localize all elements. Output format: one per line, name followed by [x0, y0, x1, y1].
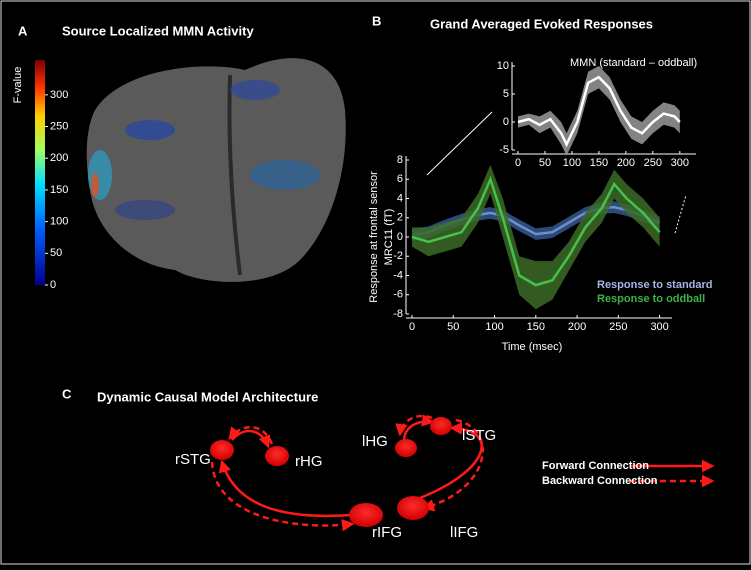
node-label: rSTG [175, 451, 211, 468]
activation [115, 200, 175, 220]
legend-label: Forward Connection [542, 460, 649, 472]
brain [86, 58, 346, 282]
node [265, 446, 289, 466]
y-tick-label: 4 [397, 192, 403, 204]
y-tick-label: 5 [503, 88, 509, 100]
x-axis-label: Time (msec) [502, 341, 563, 353]
x-tick-label: 150 [527, 321, 545, 333]
legend-label: Response to standard [597, 279, 713, 291]
colorbar-tick-label: 50 [50, 247, 62, 259]
line [517, 75, 681, 148]
activation [88, 150, 112, 200]
connector [426, 111, 493, 176]
panel-letter: C [62, 386, 72, 401]
y-tick-label: 6 [397, 173, 403, 185]
x-tick-label: 50 [539, 157, 551, 169]
x-tick-label: 200 [568, 321, 586, 333]
forward-arrow [231, 429, 271, 449]
colorbar-tick-label: 200 [50, 152, 68, 164]
forward-arrow [218, 459, 353, 518]
node-label: lSTG [462, 427, 496, 444]
y-tick-label: -4 [393, 269, 403, 281]
x-tick-label: 300 [671, 157, 689, 169]
brain-surface [86, 58, 346, 282]
x-tick-label: 250 [609, 321, 627, 333]
colorbar-tick-label: 0 [50, 279, 56, 291]
node [349, 503, 383, 527]
legend-label: Response to oddball [597, 293, 705, 305]
node-label: lHG [362, 433, 388, 450]
y-tick-label: 8 [397, 154, 403, 166]
forward-arrow [419, 422, 483, 500]
colorbar [35, 60, 45, 285]
y-tick-label: -6 [393, 289, 403, 301]
connections [210, 414, 715, 532]
node [395, 439, 417, 457]
node-label: rIFG [372, 524, 402, 541]
backward-arrow [421, 418, 484, 512]
colorbar-tick-label: 100 [50, 216, 68, 228]
y-axis-label: MRC11 (fT) [383, 209, 395, 266]
y-axis-label: Response at frontal sensor [368, 171, 380, 303]
x-tick-label: 100 [485, 321, 503, 333]
y-tick-label: 10 [497, 60, 509, 72]
nodes [210, 417, 452, 527]
legend-label: Backward Connection [542, 475, 658, 487]
colorbar-tick-label: 300 [50, 89, 68, 101]
panel-title: Grand Averaged Evoked Responses [430, 16, 653, 31]
x-tick-label: 150 [590, 157, 608, 169]
colorbar-tick-label: 250 [50, 120, 68, 132]
panel-title: Dynamic Causal Model Architecture [97, 389, 318, 404]
colorbar-label: F-value [12, 67, 24, 104]
chart-title: MMN (standard – oddball) [570, 57, 697, 69]
x-tick-label: 100 [563, 157, 581, 169]
y-tick-label: 2 [397, 212, 403, 224]
backward-arrow [210, 461, 355, 532]
node-label: rHG [295, 453, 323, 470]
x-tick-label: 200 [617, 157, 635, 169]
panel-letter: B [372, 13, 381, 28]
confidence-band [412, 164, 660, 310]
x-tick-label: 300 [650, 321, 668, 333]
x-tick-label: 0 [515, 157, 521, 169]
node-label: lIFG [450, 524, 478, 541]
activation [250, 160, 320, 190]
node [397, 496, 429, 520]
colorbar-tick-label: 150 [50, 184, 68, 196]
brain-fissure [227, 74, 242, 276]
forward-arrow [402, 414, 435, 441]
x-tick-label: 250 [644, 157, 662, 169]
y-tick-label: -5 [499, 144, 509, 156]
activation [230, 80, 280, 100]
x-tick-label: 0 [409, 321, 415, 333]
activation [125, 120, 175, 140]
node [430, 417, 452, 435]
connector [674, 194, 687, 234]
x-tick-label: 50 [447, 321, 459, 333]
backward-arrow [395, 414, 433, 437]
y-tick-label: 0 [397, 231, 403, 243]
y-tick-label: -8 [393, 308, 403, 320]
line [411, 175, 661, 287]
y-tick-label: -2 [393, 250, 403, 262]
node [210, 440, 234, 460]
activation [91, 173, 99, 197]
y-tick-label: 0 [503, 116, 509, 128]
confidence-band [518, 66, 680, 156]
panel-title: Source Localized MMN Activity [62, 23, 254, 38]
panel-letter: A [18, 23, 28, 38]
